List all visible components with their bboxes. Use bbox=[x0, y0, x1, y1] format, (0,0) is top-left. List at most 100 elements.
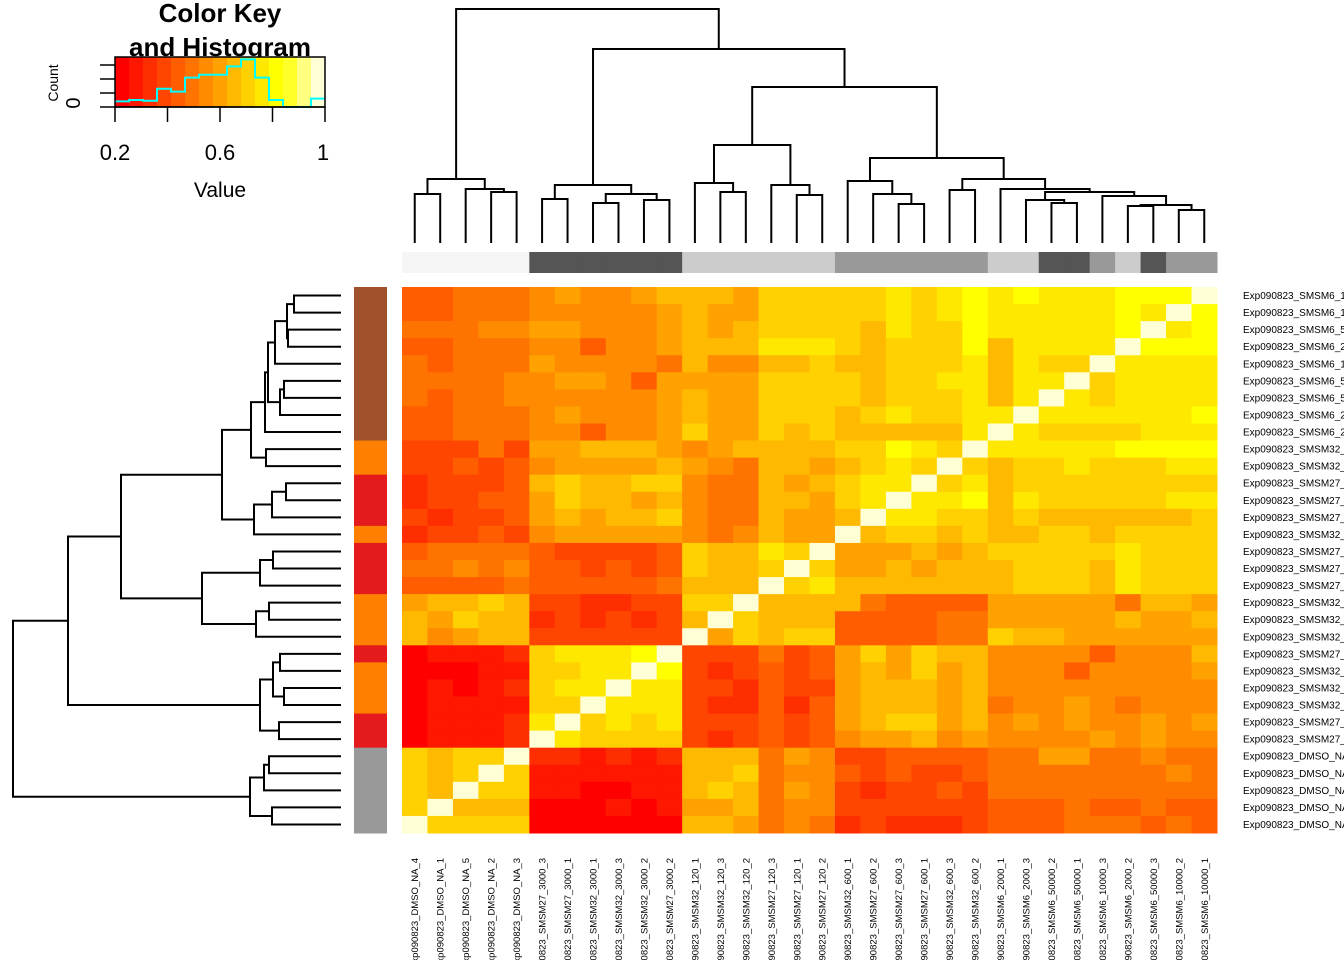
heatmap-cell bbox=[1089, 611, 1116, 629]
heatmap-cell bbox=[1038, 798, 1065, 817]
heatmap-cell bbox=[554, 389, 581, 407]
heatmap-cell bbox=[758, 696, 785, 715]
heatmap-cell bbox=[1191, 747, 1218, 766]
heatmap-cell bbox=[1115, 781, 1142, 800]
heatmap-cell bbox=[733, 662, 760, 680]
heatmap-cell bbox=[682, 764, 709, 783]
heatmap-cell bbox=[962, 423, 989, 442]
heatmap-cell bbox=[580, 781, 607, 800]
heatmap-cell bbox=[1064, 372, 1091, 390]
column-dendrogram-branch bbox=[948, 189, 977, 243]
heatmap-cell bbox=[1140, 781, 1167, 800]
column-label: Exp090823_SMSM32_120_3 bbox=[716, 858, 727, 960]
heatmap-cell bbox=[478, 525, 505, 544]
heatmap-cell bbox=[834, 321, 861, 339]
heatmap-cell bbox=[554, 338, 581, 356]
heatmap-cell bbox=[402, 321, 428, 339]
row-label: Exp090823_SMSM27_600_3 bbox=[1243, 496, 1344, 507]
heatmap-cell bbox=[605, 764, 632, 783]
heatmap-cell bbox=[784, 815, 810, 834]
heatmap-cell bbox=[758, 440, 785, 459]
column-label: Exp090823_SMSM6_10000_3 bbox=[1098, 858, 1109, 960]
row-label: Exp090823_SMSM27_3000_1 bbox=[1243, 718, 1344, 729]
row-label: Exp090823_SMSM27_600_1 bbox=[1243, 479, 1344, 490]
heatmap-cell bbox=[834, 815, 861, 834]
column-dendrogram-branch bbox=[846, 180, 894, 243]
heatmap-cell bbox=[962, 781, 989, 800]
heatmap-cell bbox=[478, 287, 505, 305]
heatmap-cell bbox=[1089, 440, 1116, 459]
heatmap-cell bbox=[580, 679, 607, 697]
heatmap-cell bbox=[631, 474, 658, 493]
heatmap-cell bbox=[452, 696, 479, 715]
heatmap-cell bbox=[1064, 406, 1091, 424]
heatmap-cell bbox=[834, 679, 861, 697]
heatmap-cell bbox=[1140, 321, 1167, 339]
key-color-band bbox=[297, 57, 312, 107]
column-side-color bbox=[503, 252, 530, 273]
key-value-label: Value bbox=[194, 179, 246, 202]
heatmap-cell bbox=[529, 389, 556, 407]
heatmap-cell bbox=[962, 525, 989, 544]
heatmap-cell bbox=[885, 474, 912, 493]
heatmap-cell bbox=[733, 577, 760, 595]
heatmap-cell bbox=[605, 628, 632, 646]
heatmap-cell bbox=[554, 594, 581, 612]
heatmap-cell bbox=[809, 815, 836, 834]
heatmap-cell bbox=[1140, 525, 1167, 544]
heatmap-cell bbox=[503, 372, 530, 390]
heatmap-cell bbox=[1089, 662, 1116, 680]
heatmap-cell bbox=[962, 389, 989, 407]
heatmap-cell bbox=[834, 798, 861, 817]
column-label: Exp090823_SMSM6_10000_1 bbox=[1200, 858, 1211, 960]
heatmap-cell bbox=[529, 628, 556, 646]
heatmap-cell bbox=[656, 423, 683, 442]
heatmap-cell bbox=[962, 457, 989, 476]
heatmap-cell bbox=[402, 491, 428, 510]
heatmap-cell bbox=[987, 542, 1014, 561]
heatmap-cell bbox=[1064, 355, 1091, 373]
heatmap-cell bbox=[402, 440, 428, 459]
column-dendrogram-branch bbox=[1050, 202, 1078, 243]
row-dendrogram-branch bbox=[287, 328, 341, 348]
heatmap-cell bbox=[707, 594, 734, 612]
heatmap-cell bbox=[911, 474, 938, 493]
heatmap-cell bbox=[911, 542, 938, 561]
heatmap-cell bbox=[784, 525, 810, 544]
heatmap-cell bbox=[580, 338, 607, 356]
heatmap-cell bbox=[860, 747, 887, 766]
heatmap-cell bbox=[911, 798, 938, 817]
heatmap-cell bbox=[962, 798, 989, 817]
heatmap-cell bbox=[784, 491, 810, 510]
heatmap-cell bbox=[733, 560, 760, 578]
heatmap-cell bbox=[503, 815, 530, 834]
heatmap-cell bbox=[1140, 713, 1167, 732]
heatmap-cell bbox=[529, 372, 556, 390]
heatmap-cell bbox=[503, 577, 530, 595]
row-dendrogram-branch bbox=[249, 776, 272, 817]
heatmap-cell bbox=[936, 508, 963, 527]
heatmap-cell bbox=[427, 611, 454, 629]
heatmap-cell bbox=[1013, 628, 1040, 646]
row-side-color bbox=[354, 508, 387, 527]
heatmap-cell bbox=[1089, 798, 1116, 817]
row-dendrogram-branch bbox=[268, 755, 341, 775]
heatmap-cell bbox=[656, 355, 683, 373]
heatmap-cell bbox=[1115, 508, 1142, 527]
heatmap-cell bbox=[936, 764, 963, 783]
heatmap-cell bbox=[987, 713, 1014, 732]
heatmap-cell bbox=[631, 628, 658, 646]
heatmap-cell bbox=[885, 355, 912, 373]
heatmap-cell bbox=[452, 508, 479, 527]
row-dendrogram-branch bbox=[259, 678, 279, 732]
heatmap-cell bbox=[809, 389, 836, 407]
row-dendrogram-branch bbox=[278, 721, 341, 741]
heatmap-cell bbox=[529, 611, 556, 629]
heatmap-cell bbox=[529, 491, 556, 510]
heatmap-cell bbox=[580, 764, 607, 783]
heatmap-cell bbox=[885, 457, 912, 476]
heatmap-cell bbox=[478, 406, 505, 424]
heatmap-cell bbox=[478, 662, 505, 680]
heatmap-cell bbox=[987, 594, 1014, 612]
column-side-color bbox=[605, 252, 632, 273]
